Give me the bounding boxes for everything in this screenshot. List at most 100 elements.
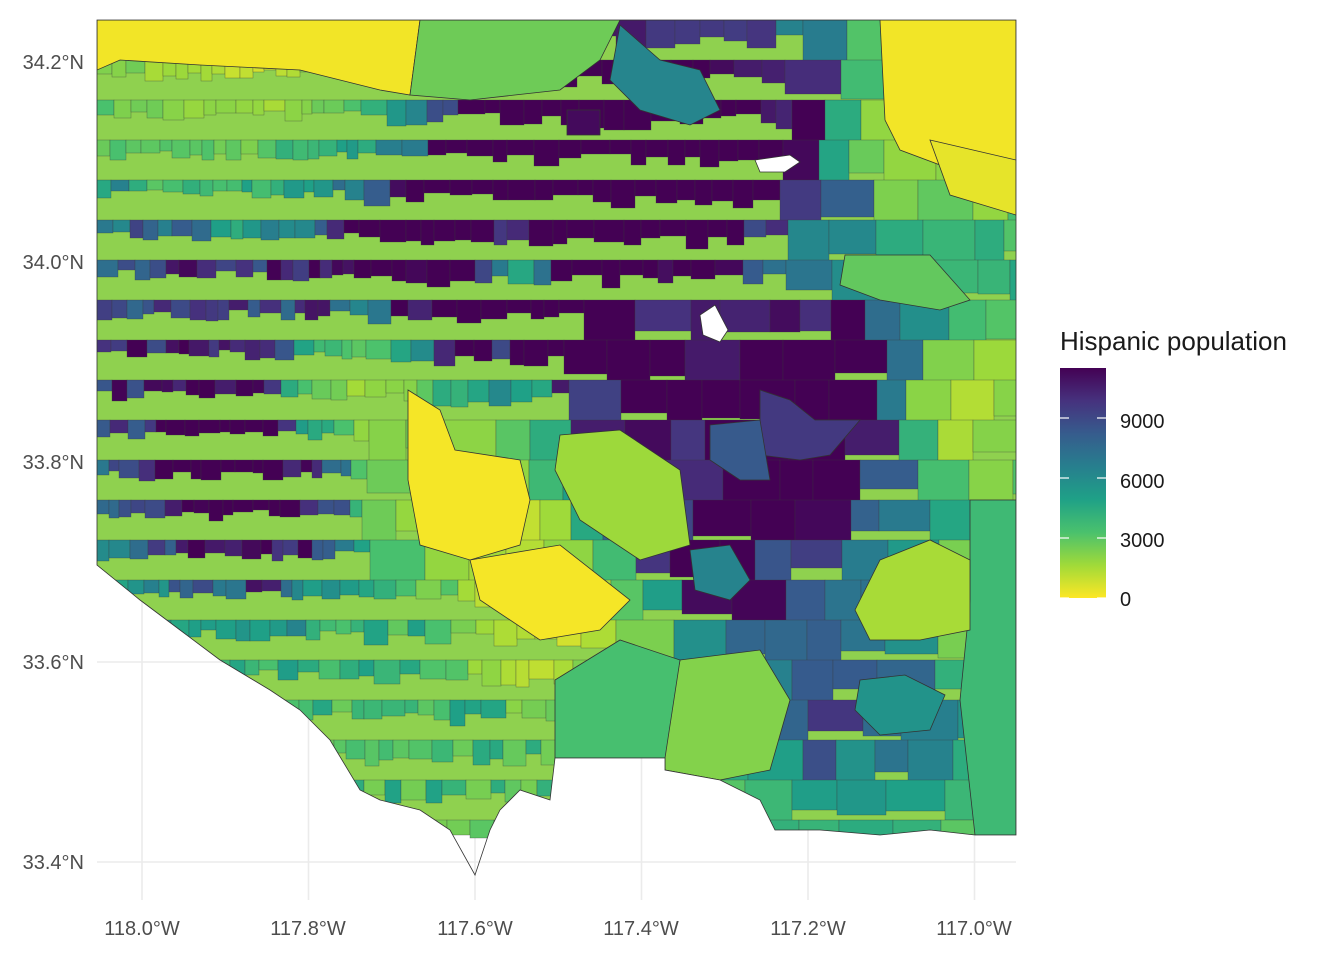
tract-cell bbox=[200, 459, 222, 481]
tract-cell bbox=[191, 819, 212, 838]
moreno-valley-tract bbox=[709, 419, 771, 481]
tract-cell bbox=[1003, 219, 1016, 252]
tract-cell bbox=[244, 419, 264, 433]
tract-cell bbox=[97, 699, 110, 721]
tract-cell bbox=[344, 179, 365, 201]
tract-cell bbox=[543, 299, 560, 318]
tract-cell bbox=[319, 259, 333, 279]
tract-cell bbox=[358, 819, 377, 840]
tract-cell bbox=[244, 339, 261, 361]
tract-cell bbox=[836, 779, 887, 816]
tract-cell bbox=[164, 539, 177, 556]
tract-cell bbox=[672, 259, 692, 277]
tract-cell bbox=[760, 99, 777, 124]
tract-cell bbox=[190, 459, 202, 480]
tract-cell bbox=[480, 699, 507, 719]
tract-cell bbox=[222, 499, 234, 516]
tract-cell bbox=[149, 699, 168, 711]
tract-cell bbox=[518, 819, 533, 837]
tract-cell bbox=[726, 219, 745, 246]
tract-cell bbox=[247, 299, 261, 318]
tract-cell bbox=[473, 339, 493, 362]
legend-label: 9000 bbox=[1120, 411, 1165, 433]
tract-cell bbox=[520, 779, 538, 806]
tract-cell bbox=[593, 219, 625, 243]
tract-cell bbox=[510, 379, 533, 403]
tract-cell bbox=[341, 339, 353, 360]
tract-cell bbox=[322, 539, 336, 560]
tract-cell bbox=[331, 699, 353, 713]
tract-cell bbox=[308, 259, 321, 279]
tract-cell bbox=[353, 419, 370, 442]
tract-cell bbox=[175, 539, 189, 554]
tract-cell bbox=[690, 259, 716, 280]
tract-cell bbox=[129, 699, 151, 719]
tract-cell bbox=[333, 739, 347, 754]
tract-cell bbox=[405, 99, 428, 126]
tract-cell bbox=[224, 539, 243, 557]
tract-cell bbox=[609, 139, 632, 155]
tract-cell bbox=[242, 739, 256, 755]
tract-cell bbox=[116, 779, 137, 802]
tract-cell bbox=[209, 739, 224, 762]
tract-cell bbox=[606, 339, 651, 386]
tract-cell bbox=[304, 819, 320, 832]
tract-cell bbox=[188, 339, 210, 357]
tract-cell bbox=[552, 219, 568, 245]
tract-cell bbox=[807, 699, 864, 732]
tract-cell bbox=[205, 299, 219, 322]
legend-title: Hispanic population bbox=[1060, 326, 1287, 356]
tract-cell bbox=[178, 339, 190, 355]
lat-tick-label: 33.8°N bbox=[23, 452, 84, 474]
tract-cell bbox=[353, 539, 371, 553]
tract-cell bbox=[509, 339, 525, 366]
tract-cell bbox=[369, 539, 426, 584]
tract-cell bbox=[268, 819, 283, 832]
tract-cell bbox=[431, 299, 458, 318]
legend: Hispanic population 9000 6000 3000 0 bbox=[1060, 326, 1287, 611]
tract-cell bbox=[158, 579, 170, 598]
tract-cell bbox=[343, 99, 362, 112]
tract-cell bbox=[113, 99, 132, 119]
tract-cell bbox=[445, 659, 469, 681]
tract-cell bbox=[386, 99, 407, 127]
lat-tick-label: 34.2°N bbox=[23, 52, 84, 74]
tract-cell bbox=[260, 779, 276, 801]
tract-cell bbox=[384, 779, 402, 804]
tract-cell bbox=[735, 99, 762, 115]
tract-cell bbox=[169, 779, 188, 792]
tract-cell bbox=[533, 139, 560, 167]
tract-cell bbox=[97, 739, 112, 752]
tract-cell bbox=[161, 819, 181, 836]
tract-cell bbox=[229, 339, 246, 353]
tract-cell bbox=[878, 499, 931, 532]
tract-cell bbox=[297, 539, 313, 559]
tract-cell bbox=[311, 539, 324, 561]
tract-cell bbox=[179, 579, 194, 599]
tract-cell bbox=[282, 459, 302, 478]
tract-cell bbox=[313, 179, 334, 198]
tract-cell bbox=[262, 459, 284, 481]
tract-cell bbox=[297, 379, 313, 395]
tract-cell bbox=[775, 20, 804, 36]
chino-hills-tract bbox=[554, 429, 691, 561]
tract-cell bbox=[358, 659, 375, 677]
tract-cell bbox=[415, 579, 442, 600]
tract-cell bbox=[350, 459, 368, 480]
tract-cell bbox=[886, 339, 924, 382]
tract-cell bbox=[732, 179, 754, 209]
tract-cell bbox=[97, 219, 114, 234]
tract-cell bbox=[743, 219, 767, 238]
tract-cell bbox=[218, 339, 231, 351]
tract-cell bbox=[645, 20, 676, 49]
tract-cell bbox=[267, 699, 280, 721]
tract-cell bbox=[130, 499, 146, 514]
tract-cell bbox=[235, 259, 254, 278]
legend-label: 3000 bbox=[1120, 530, 1165, 552]
tract-cell bbox=[183, 99, 205, 119]
tract-cell bbox=[558, 299, 585, 314]
tract-cell bbox=[162, 179, 184, 193]
tract-cell bbox=[304, 299, 319, 321]
tract-cell bbox=[208, 339, 220, 358]
